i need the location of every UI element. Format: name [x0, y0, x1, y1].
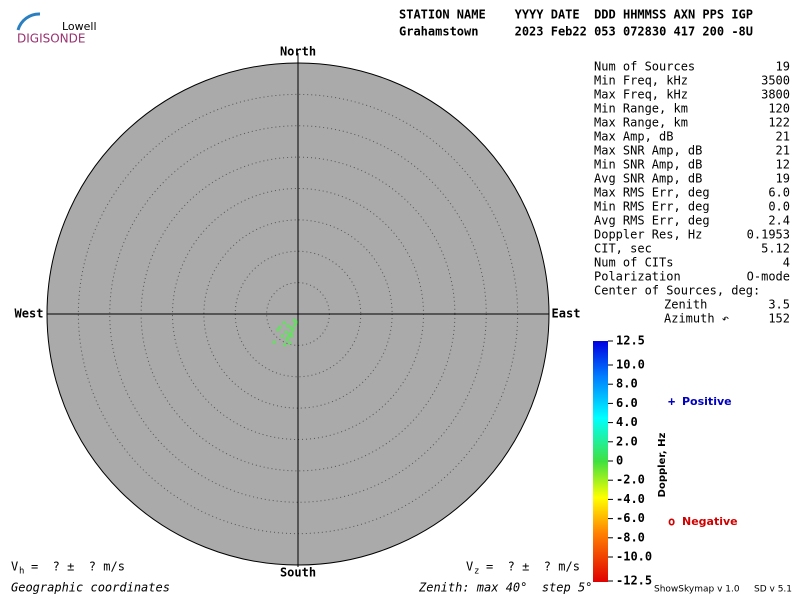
logo-arc	[16, 12, 41, 31]
center-label: Azimuth ↶	[664, 312, 729, 326]
source-point	[272, 340, 276, 344]
stat-label: Max Freq, kHz	[594, 88, 688, 102]
legend-label: Positive	[682, 395, 732, 408]
stat-value: 122	[768, 116, 790, 130]
stat-label: Min Freq, kHz	[594, 74, 688, 88]
stat-label: Max Range, km	[594, 116, 688, 130]
source-point	[294, 320, 298, 324]
colorbar-tick-label: -10.0	[616, 550, 652, 564]
source-point	[288, 341, 292, 345]
source-point	[287, 333, 291, 337]
stat-label: Num of CITs	[594, 256, 673, 270]
center-value: 152	[768, 312, 790, 326]
stat-value: O-mode	[747, 270, 790, 284]
north-label: North	[280, 45, 316, 59]
stat-label: Min RMS Err, deg	[594, 200, 710, 214]
south-label: South	[280, 566, 316, 580]
legend-symbol: o	[668, 515, 675, 529]
source-point	[293, 323, 297, 327]
source-point	[276, 328, 280, 332]
stat-label: Max SNR Amp, dB	[594, 144, 702, 158]
colorbar-tick-label: -2.0	[616, 473, 645, 487]
colorbar-tick-label: -4.0	[616, 492, 645, 506]
zenith-note: Zenith: max 40° step 5°	[418, 581, 592, 595]
colorbar-tick-label: 0	[616, 454, 623, 468]
colorbar-tick-label: -6.0	[616, 511, 645, 525]
source-point	[284, 330, 288, 334]
stat-value: 5.12	[761, 242, 790, 256]
stat-value: 120	[768, 102, 790, 116]
center-title: Center of Sources, deg:	[594, 284, 760, 298]
source-point	[285, 338, 289, 342]
stat-value: 0.1953	[747, 228, 790, 242]
stat-label: Polarization	[594, 270, 681, 284]
stat-label: Max RMS Err, deg	[594, 186, 710, 200]
stat-value: 21	[776, 144, 790, 158]
center-value: 3.5	[768, 298, 790, 312]
colorbar-tick-label: 8.0	[616, 377, 638, 391]
stat-value: 0.0	[768, 200, 790, 214]
logo-bottom: DIGISONDE	[17, 32, 85, 46]
colorbar-label: Doppler, Hz	[657, 433, 668, 498]
stat-label: Num of Sources	[594, 60, 695, 74]
source-point	[292, 318, 296, 322]
source-point	[282, 321, 286, 325]
stat-value: 4	[783, 256, 790, 270]
source-point	[286, 324, 290, 328]
colorbar-tick-label: 4.0	[616, 415, 638, 429]
vh-text: = ? ± ? m/s	[31, 560, 125, 574]
stat-label: Avg RMS Err, deg	[594, 214, 710, 228]
colorbar-tick-label: 6.0	[616, 396, 638, 410]
colorbar	[593, 341, 608, 582]
legend-label: Negative	[682, 515, 738, 528]
west-label: West	[15, 307, 44, 321]
east-label: East	[552, 307, 581, 321]
stat-value: 6.0	[768, 186, 790, 200]
center-label: Zenith	[664, 298, 707, 312]
source-point	[286, 336, 290, 340]
stat-label: Avg SNR Amp, dB	[594, 172, 702, 186]
colorbar-tick-label: -8.0	[616, 530, 645, 544]
coords-note: Geographic coordinates	[11, 581, 170, 595]
colorbar-tick-label: 12.5	[616, 334, 645, 348]
stat-label: Doppler Res, Hz	[594, 228, 702, 242]
vz-sub: z	[474, 567, 479, 577]
source-point	[289, 331, 293, 335]
header-labels: STATION NAME YYYY DATE DDD HHMMSS AXN PP…	[399, 8, 753, 22]
colorbar-tick-label: -12.5	[616, 574, 652, 588]
vz-text: = ? ± ? m/s	[486, 560, 580, 574]
vh-sub: h	[19, 567, 24, 577]
header-values: Grahamstown 2023 Feb22 053 072830 417 20…	[399, 25, 753, 39]
stat-value: 19	[776, 60, 790, 74]
stat-value: 3500	[761, 74, 790, 88]
stat-value: 19	[776, 172, 790, 186]
colorbar-tick-label: 10.0	[616, 358, 645, 372]
source-point	[291, 328, 295, 332]
stat-value: 12	[776, 158, 790, 172]
source-point	[278, 325, 282, 329]
vh-name: V	[11, 560, 18, 574]
stat-value: 2.4	[768, 214, 790, 228]
source-point	[280, 334, 284, 338]
stat-value: 21	[776, 130, 790, 144]
sd-version: SD v 5.1	[754, 585, 792, 595]
logo-top: Lowell	[62, 20, 97, 33]
colorbar-tick-label: 2.0	[616, 434, 638, 448]
stat-label: Min Range, km	[594, 102, 688, 116]
app-version: ShowSkymap v 1.0	[654, 585, 740, 595]
source-point	[290, 334, 294, 338]
source-point	[289, 326, 293, 330]
legend-symbol: +	[668, 395, 675, 409]
stat-label: Min SNR Amp, dB	[594, 158, 702, 172]
stat-label: Max Amp, dB	[594, 130, 673, 144]
vz-name: V	[466, 560, 473, 574]
stat-label: CIT, sec	[594, 242, 652, 256]
stat-value: 3800	[761, 88, 790, 102]
source-point	[283, 343, 287, 347]
